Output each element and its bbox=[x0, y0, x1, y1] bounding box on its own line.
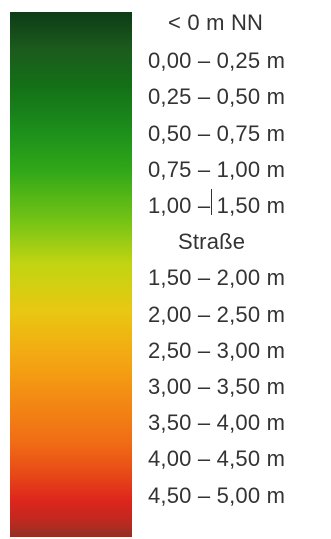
legend-item-2-50-3-00: 2,50 – 3,00 m bbox=[148, 338, 286, 363]
legend-item-3-00-3-50: 3,00 – 3,50 m bbox=[148, 374, 286, 399]
legend-item-1-00-1-50: 1,00 – 1,50 m bbox=[148, 193, 286, 218]
legend-item-4-00-4-50: 4,00 – 4,50 m bbox=[148, 446, 286, 471]
legend-item-3-50-4-00: 3,50 – 4,00 m bbox=[148, 410, 286, 435]
legend-item-4-50-5-00: 4,50 – 5,00 m bbox=[148, 483, 286, 508]
legend-labels: < 0 m NN 0,00 – 0,25 m 0,25 – 0,50 m 0,5… bbox=[148, 0, 331, 539]
text-cursor bbox=[211, 189, 212, 215]
legend-item-strasse: Straße bbox=[178, 229, 246, 254]
legend-item-2-00-2-50: 2,00 – 2,50 m bbox=[148, 302, 286, 327]
legend-item-0-00-0-25: 0,00 – 0,25 m bbox=[148, 48, 286, 73]
legend-item-0-75-1-00: 0,75 – 1,00 m bbox=[148, 157, 286, 182]
legend-item-below-sea-level: < 0 m NN bbox=[168, 10, 264, 35]
legend-item-0-50-0-75: 0,50 – 0,75 m bbox=[148, 121, 286, 146]
color-gradient-bar bbox=[10, 12, 132, 537]
legend-item-0-25-0-50: 0,25 – 0,50 m bbox=[148, 84, 286, 109]
legend-item-1-50-2-00: 1,50 – 2,00 m bbox=[148, 265, 286, 290]
